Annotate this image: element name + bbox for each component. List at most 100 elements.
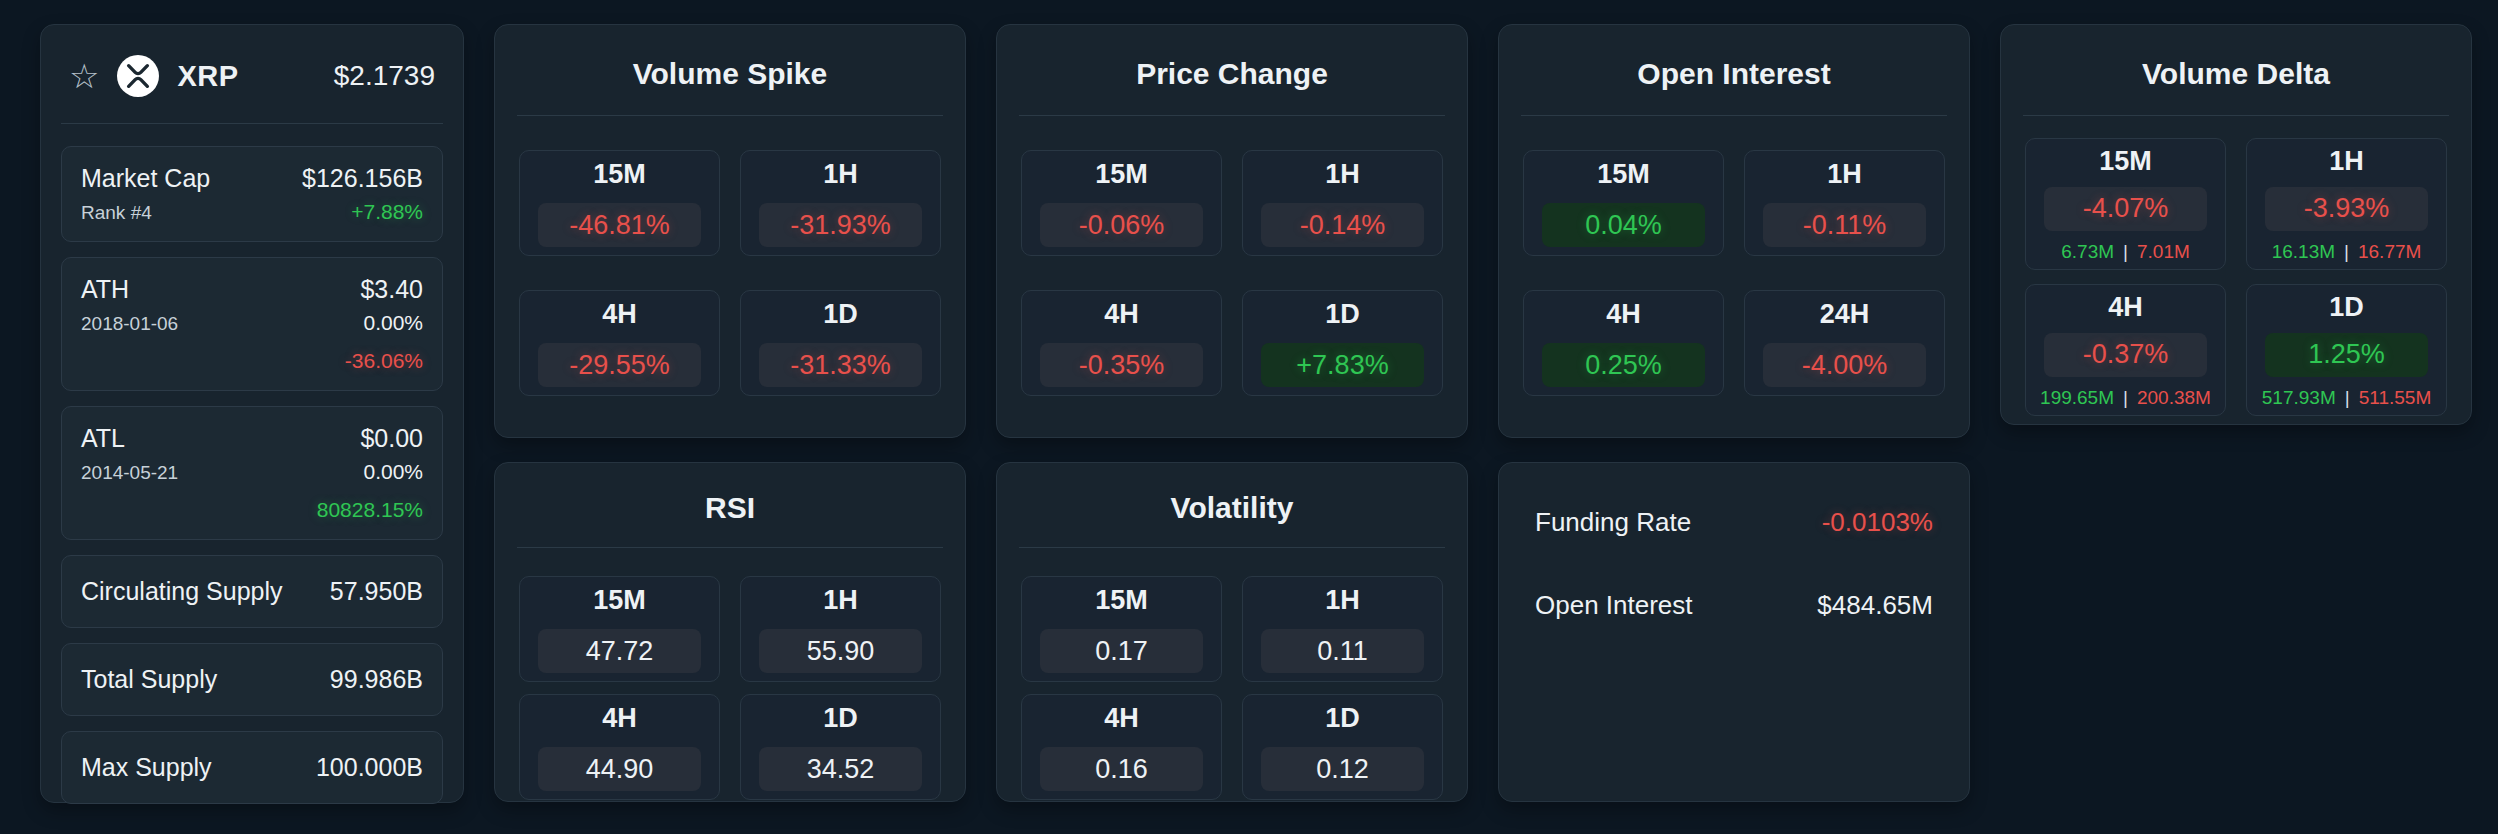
funding-panel: Funding Rate -0.0103% Open Interest $484…	[1498, 462, 1970, 802]
timeframe-label: 4H	[1606, 299, 1641, 330]
metric-value: 0.11	[1261, 629, 1424, 673]
funding-rate-value: -0.0103%	[1822, 507, 1933, 538]
metric-cell-4h: 4H 0.25%	[1523, 290, 1724, 396]
volume-spike-panel: Volume Spike 15M -46.81% 1H -31.93% 4H -…	[494, 24, 966, 438]
metric-cell-1h: 1H -0.11%	[1744, 150, 1945, 256]
timeframe-label: 15M	[593, 159, 646, 190]
buy-sell-volumes: 6.73M | 7.01M	[2061, 241, 2190, 263]
timeframe-label: 15M	[1095, 159, 1148, 190]
buy-volume: 16.13M	[2272, 241, 2335, 263]
metric-cell-15m: 15M 47.72	[519, 576, 720, 682]
sell-volume: 7.01M	[2137, 241, 2190, 263]
panel-title: Open Interest	[1521, 43, 1947, 116]
panel-title: Volume Spike	[517, 43, 943, 116]
stat-card-market-cap: Market Cap Rank #4 $126.156B +7.88%	[61, 146, 443, 242]
timeframe-label: 4H	[2108, 292, 2143, 323]
timeframe-label: 1H	[1325, 159, 1360, 190]
timeframe-label: 4H	[1104, 299, 1139, 330]
metric-cell-4h: 4H 44.90	[519, 694, 720, 800]
metric-value: -31.33%	[759, 343, 922, 387]
stat-card-atl: ATL 2014-05-21 $0.00 0.00% 80828.15%	[61, 406, 443, 540]
metric-cell-1d: 1D +7.83%	[1242, 290, 1443, 396]
metric-value: 34.52	[759, 747, 922, 791]
metric-cell-1d: 1D 1.25% 517.93M | 511.55M	[2246, 284, 2447, 416]
timeframe-label: 4H	[602, 703, 637, 734]
stat-sublabel: Rank #4	[81, 202, 210, 224]
stat-value: $0.00	[317, 424, 423, 453]
timeframe-label: 1D	[823, 703, 858, 734]
metric-cell-15m: 15M 0.04%	[1523, 150, 1724, 256]
watchlist-star-icon[interactable]: ☆	[69, 59, 99, 93]
timeframe-label: 15M	[593, 585, 646, 616]
metric-value: 0.12	[1261, 747, 1424, 791]
stat-sublabel: 2014-05-21	[81, 462, 178, 484]
metric-value: -4.00%	[1763, 343, 1926, 387]
timeframe-label: 1H	[1325, 585, 1360, 616]
asset-price: $2.1739	[334, 60, 435, 92]
volume-delta-panel: Volume Delta 15M -4.07% 6.73M | 7.01M 1H…	[2000, 24, 2472, 425]
metric-value: -4.07%	[2044, 187, 2207, 231]
stat-label: Total Supply	[81, 665, 217, 694]
stat-change: 0.00%	[317, 460, 423, 484]
metric-cell-24h: 24H -4.00%	[1744, 290, 1945, 396]
stat-card-circulating-supply: Circulating Supply 57.950B	[61, 555, 443, 628]
stat-change: +7.88%	[302, 200, 423, 224]
stat-sublabel: 2018-01-06	[81, 313, 178, 335]
stat-value: $126.156B	[302, 164, 423, 193]
timeframe-label: 1H	[2329, 146, 2364, 177]
timeframe-label: 15M	[1095, 585, 1148, 616]
metric-cell-1d: 1D -31.33%	[740, 290, 941, 396]
metric-value: 55.90	[759, 629, 922, 673]
funding-rate-row: Funding Rate -0.0103%	[1529, 507, 1939, 538]
metric-cell-4h: 4H -0.37% 199.65M | 200.38M	[2025, 284, 2226, 416]
metric-value: -31.93%	[759, 203, 922, 247]
timeframe-label: 24H	[1820, 299, 1870, 330]
panel-title: Volatility	[1019, 481, 1445, 548]
stat-value: $3.40	[345, 275, 423, 304]
metric-cell-1h: 1H 0.11	[1242, 576, 1443, 682]
separator: |	[2345, 387, 2350, 409]
asset-summary-panel: ☆ XRP $2.1739 Market Cap Rank #4 $126.15…	[40, 24, 464, 803]
asset-symbol: XRP	[177, 60, 238, 93]
rsi-panel: RSI 15M 47.72 1H 55.90 4H 44.90 1D 34.52	[494, 462, 966, 802]
metric-value: -0.37%	[2044, 333, 2207, 377]
metric-value: 0.04%	[1542, 203, 1705, 247]
metric-value: -0.11%	[1763, 203, 1926, 247]
stat-label: ATH	[81, 275, 178, 304]
timeframe-label: 1H	[1827, 159, 1862, 190]
stat-from-value: -36.06%	[345, 349, 423, 373]
asset-header: ☆ XRP $2.1739	[61, 43, 443, 124]
stat-change: 0.00%	[345, 311, 423, 335]
buy-volume: 199.65M	[2040, 387, 2114, 409]
dashboard: ☆ XRP $2.1739 Market Cap Rank #4 $126.15…	[0, 0, 2498, 803]
asset-stats-list: Market Cap Rank #4 $126.156B +7.88% ATH …	[61, 146, 443, 804]
stat-label: Max Supply	[81, 753, 212, 782]
funding-rate-label: Funding Rate	[1535, 507, 1691, 538]
volatility-panel: Volatility 15M 0.17 1H 0.11 4H 0.16 1D 0…	[996, 462, 1468, 802]
open-interest-panel: Open Interest 15M 0.04% 1H -0.11% 4H 0.2…	[1498, 24, 1970, 438]
metric-value: 44.90	[538, 747, 701, 791]
timeframe-label: 15M	[1597, 159, 1650, 190]
stat-card-total-supply: Total Supply 99.986B	[61, 643, 443, 716]
buy-volume: 517.93M	[2262, 387, 2336, 409]
timeframe-label: 4H	[1104, 703, 1139, 734]
open-interest-label: Open Interest	[1535, 590, 1693, 621]
metric-value: 0.16	[1040, 747, 1203, 791]
metric-cell-1d: 1D 0.12	[1242, 694, 1443, 800]
metric-value: 0.25%	[1542, 343, 1705, 387]
buy-sell-volumes: 16.13M | 16.77M	[2272, 241, 2422, 263]
metric-value: -46.81%	[538, 203, 701, 247]
metric-cell-15m: 15M -46.81%	[519, 150, 720, 256]
stat-label: ATL	[81, 424, 178, 453]
metric-value: -3.93%	[2265, 187, 2428, 231]
price-change-panel: Price Change 15M -0.06% 1H -0.14% 4H -0.…	[996, 24, 1468, 438]
metric-cell-1d: 1D 34.52	[740, 694, 941, 800]
sell-volume: 511.55M	[2359, 387, 2432, 409]
stat-from-value: 80828.15%	[317, 498, 423, 522]
buy-volume: 6.73M	[2061, 241, 2114, 263]
sell-volume: 200.38M	[2137, 387, 2211, 409]
metric-cell-1h: 1H -3.93% 16.13M | 16.77M	[2246, 138, 2447, 270]
timeframe-label: 15M	[2099, 146, 2152, 177]
metric-value: -0.35%	[1040, 343, 1203, 387]
timeframe-label: 1D	[823, 299, 858, 330]
